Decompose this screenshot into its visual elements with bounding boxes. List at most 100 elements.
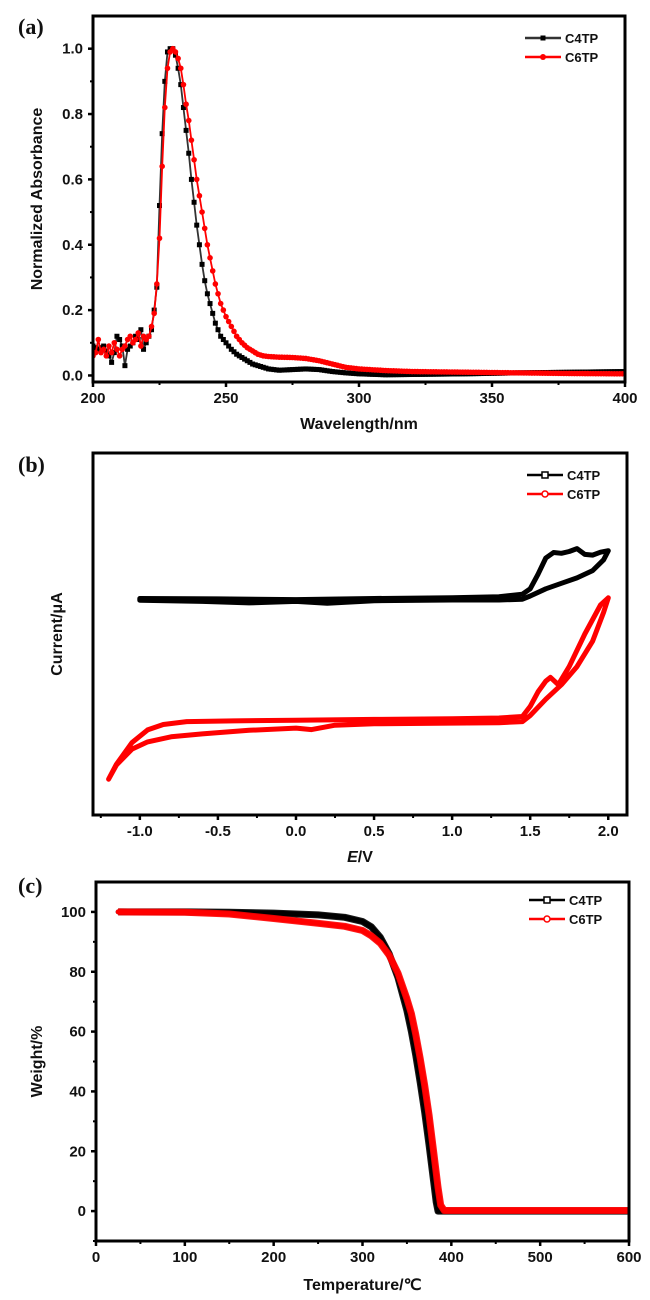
data-point — [157, 203, 162, 209]
data-point — [292, 366, 298, 372]
y-tick-label: 0.6 — [62, 171, 83, 188]
data-point — [393, 372, 399, 378]
data-point — [191, 199, 197, 205]
data-point — [175, 55, 181, 62]
y-tick-label: 80 — [69, 964, 86, 981]
data-point — [212, 281, 219, 287]
data-point — [148, 323, 155, 330]
legend-marker-circle-icon — [543, 915, 551, 923]
data-point — [226, 343, 232, 349]
data-point — [290, 367, 295, 373]
x-tick-label: 0.5 — [364, 823, 385, 840]
data-point — [159, 131, 165, 137]
data-point — [399, 372, 405, 378]
legend-marker-circle-icon — [540, 54, 546, 60]
data-point — [340, 363, 346, 370]
data-point — [311, 366, 317, 372]
x-tick-label: 400 — [439, 1249, 464, 1266]
data-point — [316, 367, 322, 373]
y-axis-title: Normalized Absorbance — [29, 108, 46, 291]
data-point — [164, 65, 171, 72]
x-tick-label: 200 — [80, 390, 105, 407]
data-point — [326, 360, 333, 367]
data-point — [406, 368, 413, 375]
data-point — [300, 355, 306, 362]
data-point — [380, 367, 386, 374]
data-point — [191, 156, 197, 163]
data-point — [242, 356, 248, 362]
legend-item-c4tp: C4TP — [529, 893, 603, 908]
x-tick-label: -1.0 — [127, 823, 153, 840]
x-tick-label: 1.0 — [442, 823, 463, 840]
data-point — [332, 369, 338, 375]
series-band-c6tp — [118, 908, 629, 1214]
data-point — [268, 353, 275, 360]
y-tick-label: 20 — [69, 1143, 86, 1160]
data-point — [353, 371, 359, 377]
data-point — [287, 354, 293, 361]
y-axis: 0 20 40 60 80 100 — [61, 904, 96, 1242]
data-point — [383, 372, 389, 378]
data-point — [111, 339, 118, 346]
data-point — [313, 357, 320, 364]
x-tick-label: 600 — [616, 1249, 641, 1266]
data-point — [132, 336, 139, 343]
data-point — [327, 368, 333, 374]
data-point — [154, 281, 160, 287]
x-tick-label: 250 — [213, 390, 238, 407]
data-point — [276, 367, 282, 373]
data-point — [183, 127, 189, 133]
data-point — [380, 372, 386, 378]
x-tick-label: 2.0 — [598, 823, 619, 840]
x-tick-label: 200 — [261, 1249, 286, 1266]
x-tick-label: 500 — [528, 1249, 553, 1266]
x-axis: -1.0 -0.5 0.0 0.5 1.0 1.5 2.0 — [99, 815, 619, 840]
data-point — [258, 363, 264, 369]
data-point — [109, 359, 115, 365]
data-point — [172, 52, 178, 58]
data-point — [138, 327, 144, 333]
data-point — [180, 81, 187, 88]
data-point — [127, 343, 133, 349]
legend-label: C6TP — [569, 912, 603, 927]
series-line-c4tp — [137, 546, 611, 606]
data-point — [340, 370, 346, 376]
data-point — [284, 367, 290, 373]
data-point — [274, 367, 280, 373]
data-point — [351, 370, 357, 376]
plot-area — [93, 45, 625, 378]
x-axis-title-unit: /V — [358, 849, 373, 866]
legend-marker-square-icon — [543, 896, 551, 904]
data-point — [257, 352, 264, 358]
data-point — [260, 364, 266, 370]
data-point — [271, 367, 277, 373]
data-point — [231, 349, 237, 355]
panel-c-tga-chart: (c) 0 100 200 300 400 500 600 0 20 40 60 80 100 Temper… — [18, 873, 642, 1294]
data-point — [101, 343, 107, 349]
data-point — [122, 363, 128, 369]
data-point — [372, 371, 378, 377]
legend-marker-circle-icon — [541, 490, 549, 498]
legend-item-c4tp: C4TP — [527, 468, 601, 483]
data-point — [241, 342, 248, 349]
data-point — [297, 366, 303, 372]
data-point — [177, 65, 184, 72]
data-point — [183, 101, 189, 108]
data-point — [335, 369, 341, 375]
data-point — [391, 372, 397, 378]
data-point — [223, 340, 229, 346]
data-point — [207, 255, 213, 261]
data-point — [236, 353, 242, 359]
y-tick-label: 60 — [69, 1024, 86, 1041]
data-point — [108, 349, 115, 356]
y-tick-label: 100 — [61, 904, 86, 921]
legend-marker-square-icon — [540, 35, 546, 41]
data-point — [141, 346, 147, 352]
x-tick-label: -0.5 — [205, 823, 231, 840]
data-point — [98, 345, 104, 351]
data-point — [247, 359, 253, 365]
data-point — [138, 343, 144, 349]
data-point — [412, 371, 418, 377]
data-point — [513, 370, 519, 376]
data-point — [300, 366, 306, 372]
